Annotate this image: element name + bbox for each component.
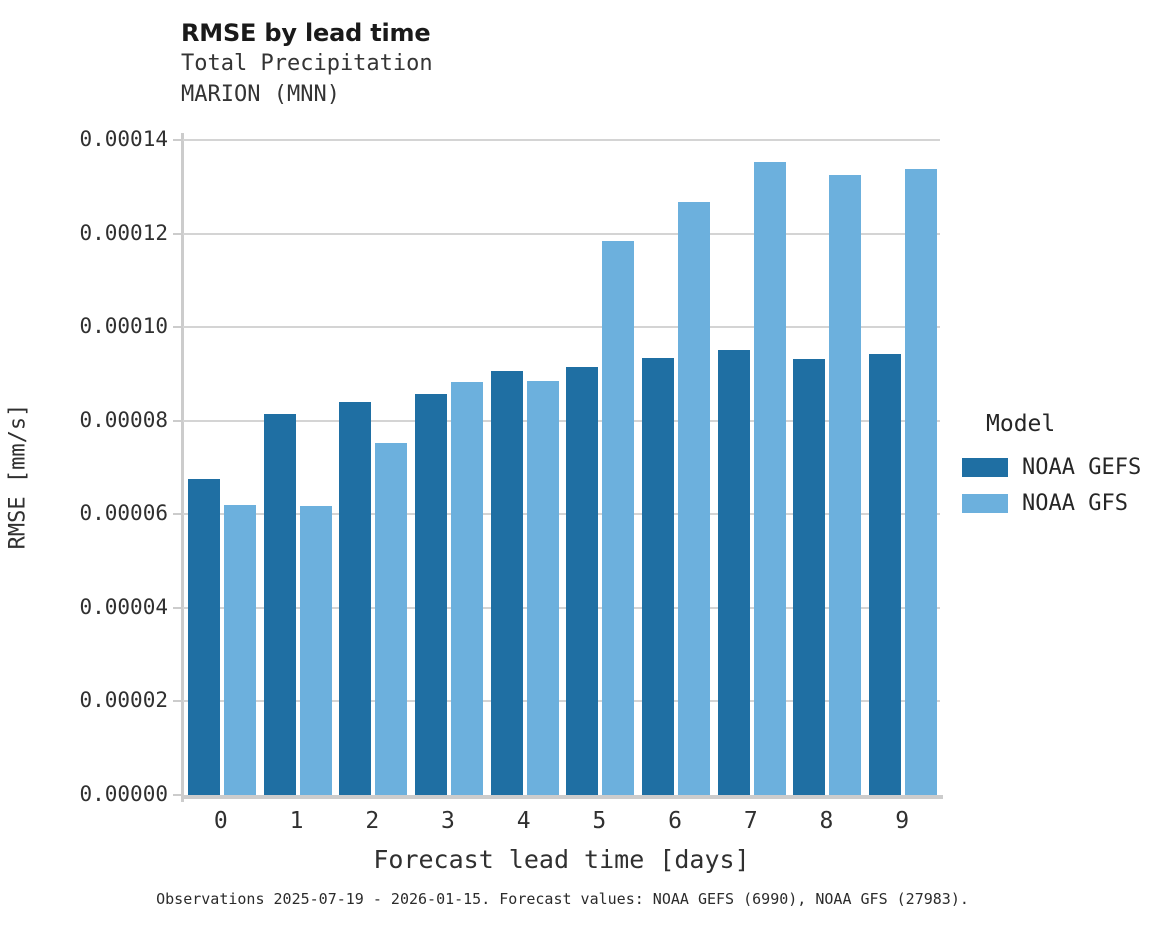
x-axis-tick-label: 9 <box>895 808 910 834</box>
x-axis-tick-label: 1 <box>289 808 304 834</box>
y-axis-tick-mark <box>173 232 182 235</box>
gridline <box>183 419 940 422</box>
legend-item-label: NOAA GEFS <box>1022 454 1142 480</box>
gridline <box>183 513 940 516</box>
chart-title: RMSE by lead time <box>181 19 431 47</box>
bar-noaa-gefs-day-4[interactable] <box>490 371 523 795</box>
y-axis-tick-label: 0.00012 <box>79 220 168 245</box>
bar-noaa-gfs-day-8[interactable] <box>829 175 862 795</box>
y-axis-tick-mark <box>173 700 182 703</box>
y-axis-title: RMSE [mm/s] <box>5 403 31 550</box>
legend-item[interactable]: NOAA GEFS <box>962 451 1172 483</box>
y-axis-tick-mark <box>173 139 182 141</box>
bar-noaa-gfs-day-4[interactable] <box>526 380 559 795</box>
bar-noaa-gfs-day-2[interactable] <box>375 443 408 795</box>
y-axis-tick-label: 0.00008 <box>79 407 168 432</box>
y-axis-tick-label: 0.00002 <box>79 688 168 713</box>
bar-noaa-gfs-day-5[interactable] <box>602 241 635 795</box>
y-axis-tick-mark <box>173 606 182 609</box>
y-axis-tick-label: 0.00004 <box>79 594 168 619</box>
bar-noaa-gefs-day-7[interactable] <box>717 349 750 795</box>
legend-item[interactable]: NOAA GFS <box>962 487 1172 519</box>
chart-footnote: Observations 2025-07-19 - 2026-01-15. Fo… <box>156 890 969 908</box>
y-axis-tick-label: 0.00006 <box>79 501 168 526</box>
chart-title-block: RMSE by lead time Total Precipitation MA… <box>181 18 881 110</box>
y-axis-line <box>181 133 184 802</box>
gridline <box>183 139 940 141</box>
bar-noaa-gefs-day-2[interactable] <box>339 402 372 795</box>
legend-title: Model <box>986 411 1056 437</box>
y-axis-tick-label: 0.00010 <box>79 314 168 339</box>
y-axis-tick-mark <box>173 419 182 422</box>
x-axis-title: Forecast lead time [days] <box>373 845 750 874</box>
bar-noaa-gefs-day-6[interactable] <box>642 357 675 795</box>
y-axis-tick-labels: 0.00000 0.00002 0.00004 0.00006 0.00008 0.000… <box>0 0 168 928</box>
y-axis-tick-mark <box>173 326 182 329</box>
x-axis-tick-label: 8 <box>819 808 834 834</box>
x-axis-tick-label: 5 <box>592 808 607 834</box>
y-axis-tick-mark <box>173 794 182 796</box>
bar-noaa-gefs-day-1[interactable] <box>263 413 296 795</box>
y-axis-tick-mark <box>173 513 182 516</box>
bar-noaa-gefs-day-3[interactable] <box>414 394 447 795</box>
y-axis-tick-label: 0.00000 <box>79 782 168 806</box>
plot-area <box>183 139 940 795</box>
bar-noaa-gfs-day-6[interactable] <box>678 201 711 795</box>
x-axis-tick-label: 6 <box>668 808 682 834</box>
legend-swatch-icon <box>962 493 1008 513</box>
bar-noaa-gfs-day-1[interactable] <box>299 505 332 795</box>
bar-noaa-gfs-day-7[interactable] <box>753 162 786 795</box>
x-axis-tick-label: 2 <box>365 808 380 834</box>
x-axis-tick-label: 0 <box>213 808 228 834</box>
legend-item-label: NOAA GFS <box>1022 490 1128 516</box>
y-axis-tick-label: 0.00014 <box>79 127 168 151</box>
chart-station-label: MARION (MNN) <box>181 82 340 107</box>
bar-noaa-gfs-day-9[interactable] <box>905 169 938 795</box>
bar-noaa-gefs-day-8[interactable] <box>793 358 826 795</box>
legend-swatch-icon <box>962 457 1008 477</box>
legend: Model NOAA GEFS NOAA GFS <box>962 411 1172 523</box>
x-axis-tick-label: 7 <box>743 808 758 834</box>
bar-noaa-gefs-day-9[interactable] <box>869 353 902 795</box>
gridline <box>183 700 940 703</box>
x-axis-tick-label: 3 <box>441 808 455 834</box>
gridline <box>183 326 940 329</box>
x-axis-line <box>181 795 943 799</box>
bar-noaa-gefs-day-0[interactable] <box>187 479 220 795</box>
chart-subtitle: Total Precipitation <box>181 51 433 76</box>
x-axis-tick-label: 4 <box>516 808 531 834</box>
bar-noaa-gefs-day-5[interactable] <box>566 366 599 795</box>
legend-entries: NOAA GEFS NOAA GFS <box>962 451 1172 519</box>
gridline <box>183 232 940 235</box>
bar-noaa-gfs-day-3[interactable] <box>450 381 483 795</box>
bar-noaa-gfs-day-0[interactable] <box>223 504 256 795</box>
gridline <box>183 606 940 609</box>
